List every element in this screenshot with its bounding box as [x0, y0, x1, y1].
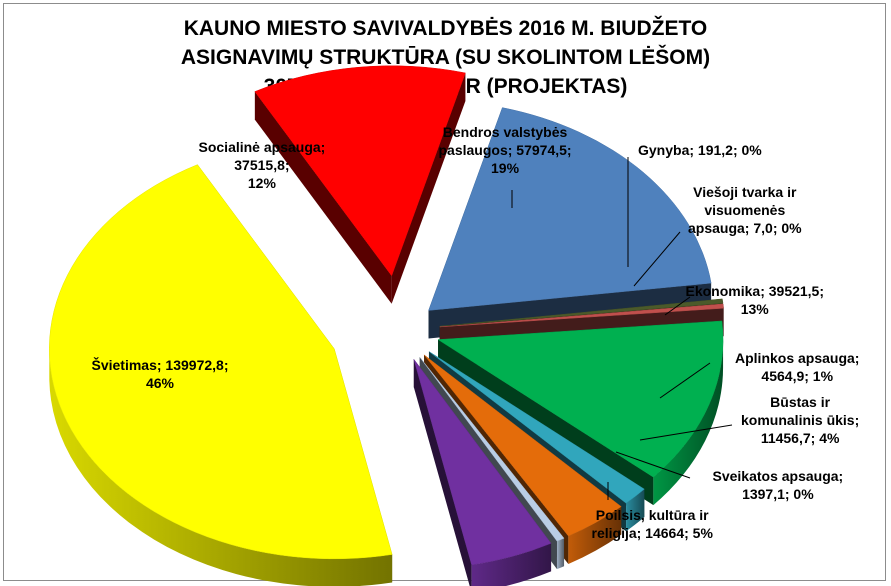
slice-wall-9-0 — [254, 91, 392, 304]
slice-0 — [428, 107, 712, 311]
slice-label-line: Gynyba; 191,2; 0% — [638, 142, 762, 158]
slice-label-5: Būstas ir komunalinis ūkis; 11456,7; 4% — [741, 393, 859, 447]
slice-rim-7 — [471, 543, 552, 586]
slice-6 — [419, 356, 565, 542]
slice-label-line: 12% — [247, 175, 276, 191]
slice-label-line: Bendros valstybės — [442, 124, 568, 140]
slice-1 — [439, 298, 724, 327]
slice-label-0: Bendros valstybės paslaugos; 57974,5; 19% — [439, 123, 572, 177]
slice-rim-3 — [653, 339, 724, 506]
slice-label-line: 1397,1; 0% — [742, 486, 814, 502]
slice-label-line: 46% — [145, 375, 174, 391]
slice-label-2: Viešoji tvarka ir visuomenės apsauga; 7,0;… — [688, 183, 802, 237]
slice-label-1: Gynyba; 191,2; 0% — [638, 141, 762, 159]
slice-2 — [439, 303, 724, 328]
slice-label-line: Ekonomika; 39521,5; — [685, 283, 825, 299]
slice-label-line: paslaugos; 57974,5; — [438, 142, 572, 158]
slice-8 — [49, 164, 393, 560]
slice-label-6: Sveikatos apsauga; 1397,1; 0% — [713, 467, 844, 503]
leader-lines — [511, 157, 733, 500]
slice-label-line: komunalinis ūkis; — [741, 412, 860, 428]
slice-label-line: Aplinkos apsauga; — [735, 350, 860, 366]
title-line-1: KAUNO MIESTO SAVIVALDYBĖS 2016 M. BIUDŽE… — [183, 17, 708, 40]
slice-rim-6 — [556, 538, 565, 570]
leader-line-6 — [615, 451, 691, 479]
slice-label-line: Sveikatos apsauga; — [712, 468, 844, 484]
slice-label-line: apsauga; 7,0; 0% — [688, 220, 802, 236]
slice-label-line: Socialinė apsauga; — [198, 139, 326, 155]
slice-label-3: Ekonomika; 39521,5; 13% — [686, 282, 825, 318]
slice-label-line: 37515,8; — [234, 157, 290, 173]
slice-label-line: 11456,7; 4% — [760, 430, 840, 446]
slice-wall-7-1 — [413, 359, 472, 586]
slice-label-line: Viešoji tvarka ir — [693, 184, 797, 200]
slice-label-line: Poilsis, kultūra ir — [595, 507, 709, 523]
slice-9 — [254, 65, 466, 277]
slice-label-8: Švietimas; 139972,8; 46% — [92, 356, 229, 392]
slice-label-line: Būstas ir — [770, 394, 831, 410]
leader-line-2 — [633, 231, 681, 287]
pie-top-faces — [49, 65, 724, 566]
slice-label-line: visuomenės — [704, 202, 786, 218]
slice-4 — [428, 351, 645, 504]
leader-line-3 — [664, 296, 691, 316]
slice-label-7: Poilsis, kultūra ir religija; 14664; 5% — [592, 506, 713, 542]
slice-label-line: 4564,9; 1% — [761, 368, 834, 384]
slice-5 — [423, 354, 622, 537]
slice-label-line: religija; 14664; 5% — [591, 525, 713, 541]
slice-label-line: 13% — [740, 301, 769, 317]
leader-line-4 — [659, 362, 711, 399]
slice-label-9: Socialinė apsauga; 37515,8; 12% — [199, 138, 326, 192]
slice-rim-8 — [49, 348, 393, 586]
slice-7 — [413, 359, 552, 566]
slice-rim-5 — [568, 506, 622, 564]
slice-rim-4 — [626, 489, 645, 532]
slice-label-4: Aplinkos apsauga; 4564,9; 1% — [735, 349, 859, 385]
leader-line-5 — [639, 424, 733, 441]
slice-label-line: Švietimas; 139972,8; — [91, 357, 229, 373]
slice-label-line: 19% — [491, 160, 520, 176]
title-line-2: ASIGNAVIMŲ STRUKTŪRA (SU SKOLINTOM LĖŠOM… — [180, 46, 711, 69]
slice-wall-9-1 — [391, 72, 466, 304]
